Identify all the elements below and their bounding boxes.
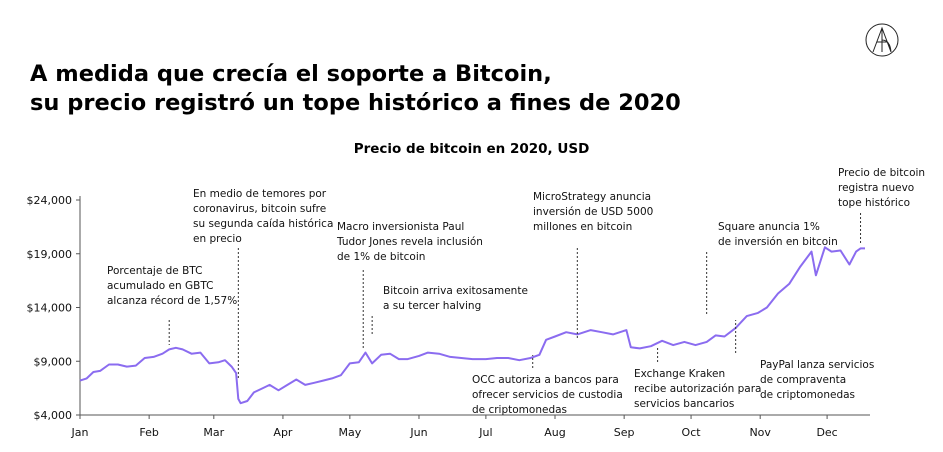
annotation-line: de inversión en bitcoin: [718, 236, 838, 248]
annotation-line: de compraventa: [760, 374, 847, 386]
x-tick-label: Feb: [139, 426, 158, 439]
annotation-line: ofrecer servicios de custodia: [472, 389, 623, 401]
x-tick-label: Sep: [614, 426, 635, 439]
annotation-line: su segunda caída histórica: [193, 218, 334, 230]
annotation-line: Square anuncia 1%: [718, 221, 820, 233]
x-tick-label: Mar: [203, 426, 224, 439]
annotation-line: inversión de USD 5000: [533, 206, 654, 218]
annotation-line: Bitcoin arriva exitosamente: [383, 285, 528, 297]
x-tick-label: Nov: [749, 426, 771, 439]
annotation-line: acumulado en GBTC: [107, 280, 214, 292]
annotation-line: de criptomonedas: [760, 389, 856, 401]
annotation-line: Porcentaje de BTC: [107, 265, 203, 277]
annotation-line: OCC autoriza a bancos para: [472, 374, 619, 386]
annotation-line: Exchange Kraken: [634, 368, 726, 380]
annotation-line: PayPal lanza servicios: [760, 359, 875, 371]
headline-line-2: su precio registró un tope histórico a f…: [30, 90, 681, 116]
bitcoin-price-line: [79, 246, 865, 405]
x-tick-label: Jul: [478, 426, 492, 439]
annotation-text: Macro inversionista Paul Tudor Jones reve…: [337, 220, 483, 265]
annotation-line: MicroStrategy anuncia: [533, 191, 652, 203]
annotation-text: PayPal lanza servicios de compraventa de c…: [760, 358, 874, 403]
annotation-line: de 1% de bitcoin: [337, 251, 426, 263]
headline: A medida que crecía el soporte a Bitcoin…: [30, 60, 681, 118]
annotation-line: en precio: [193, 233, 242, 245]
y-tick-label: $19,000: [27, 248, 73, 261]
brand-logo-icon: [865, 23, 899, 57]
annotation-text: En medio de temores por coronavirus, bitc…: [193, 187, 333, 247]
x-tick-label: Jan: [71, 426, 89, 439]
annotation-line: a su tercer halving: [383, 300, 482, 312]
annotation-line: alcanza récord de 1,57%: [107, 295, 238, 307]
x-tick-label: Apr: [273, 426, 293, 439]
x-tick-label: Dec: [816, 426, 837, 439]
annotation-line: millones en bitcoin: [533, 221, 633, 233]
annotation-line: servicios bancarios: [634, 398, 735, 410]
annotation-text: OCC autoriza a bancos para ofrecer servic…: [472, 373, 623, 418]
x-tick-label: Jun: [409, 426, 427, 439]
annotation-line: coronavirus, bitcoin sufre: [193, 203, 327, 215]
annotation-line: registra nuevo: [838, 182, 915, 194]
annotation-line: Tudor Jones revela inclusión: [337, 236, 483, 248]
annotation-text: Exchange Kraken recibe autorización para s…: [634, 367, 761, 412]
annotation-line: tope histórico: [838, 197, 911, 209]
x-tick-label: May: [338, 426, 361, 439]
y-tick-label: $9,000: [34, 355, 73, 368]
y-tick-label: $24,000: [27, 194, 73, 207]
annotation-line: Precio de bitcoin: [838, 167, 926, 179]
annotation-text: Porcentaje de BTC acumulado en GBTC alcanz…: [107, 264, 237, 309]
y-tick-label: $14,000: [27, 302, 73, 315]
x-tick-label: Oct: [682, 426, 702, 439]
annotation-text: Precio de bitcoin registra nuevo tope hist…: [838, 166, 925, 211]
y-tick-label: $4,000: [34, 409, 73, 422]
annotation-line: de criptomonedas: [472, 404, 568, 416]
x-tick-label: Aug: [544, 426, 565, 439]
chart-title: Precio de bitcoin en 2020, USD: [353, 141, 590, 157]
annotation-text: Square anuncia 1% de inversión en bitcoin: [718, 220, 838, 250]
headline-line-1: A medida que crecía el soporte a Bitcoin…: [30, 61, 552, 87]
annotation-line: En medio de temores por: [193, 188, 327, 200]
annotation-line: Macro inversionista Paul: [337, 221, 465, 233]
annotation-text: Bitcoin arriva exitosamente a su tercer h…: [383, 284, 528, 314]
annotation-line: recibe autorización para: [634, 383, 762, 395]
annotation-text: MicroStrategy anuncia inversión de USD 50…: [533, 190, 653, 235]
